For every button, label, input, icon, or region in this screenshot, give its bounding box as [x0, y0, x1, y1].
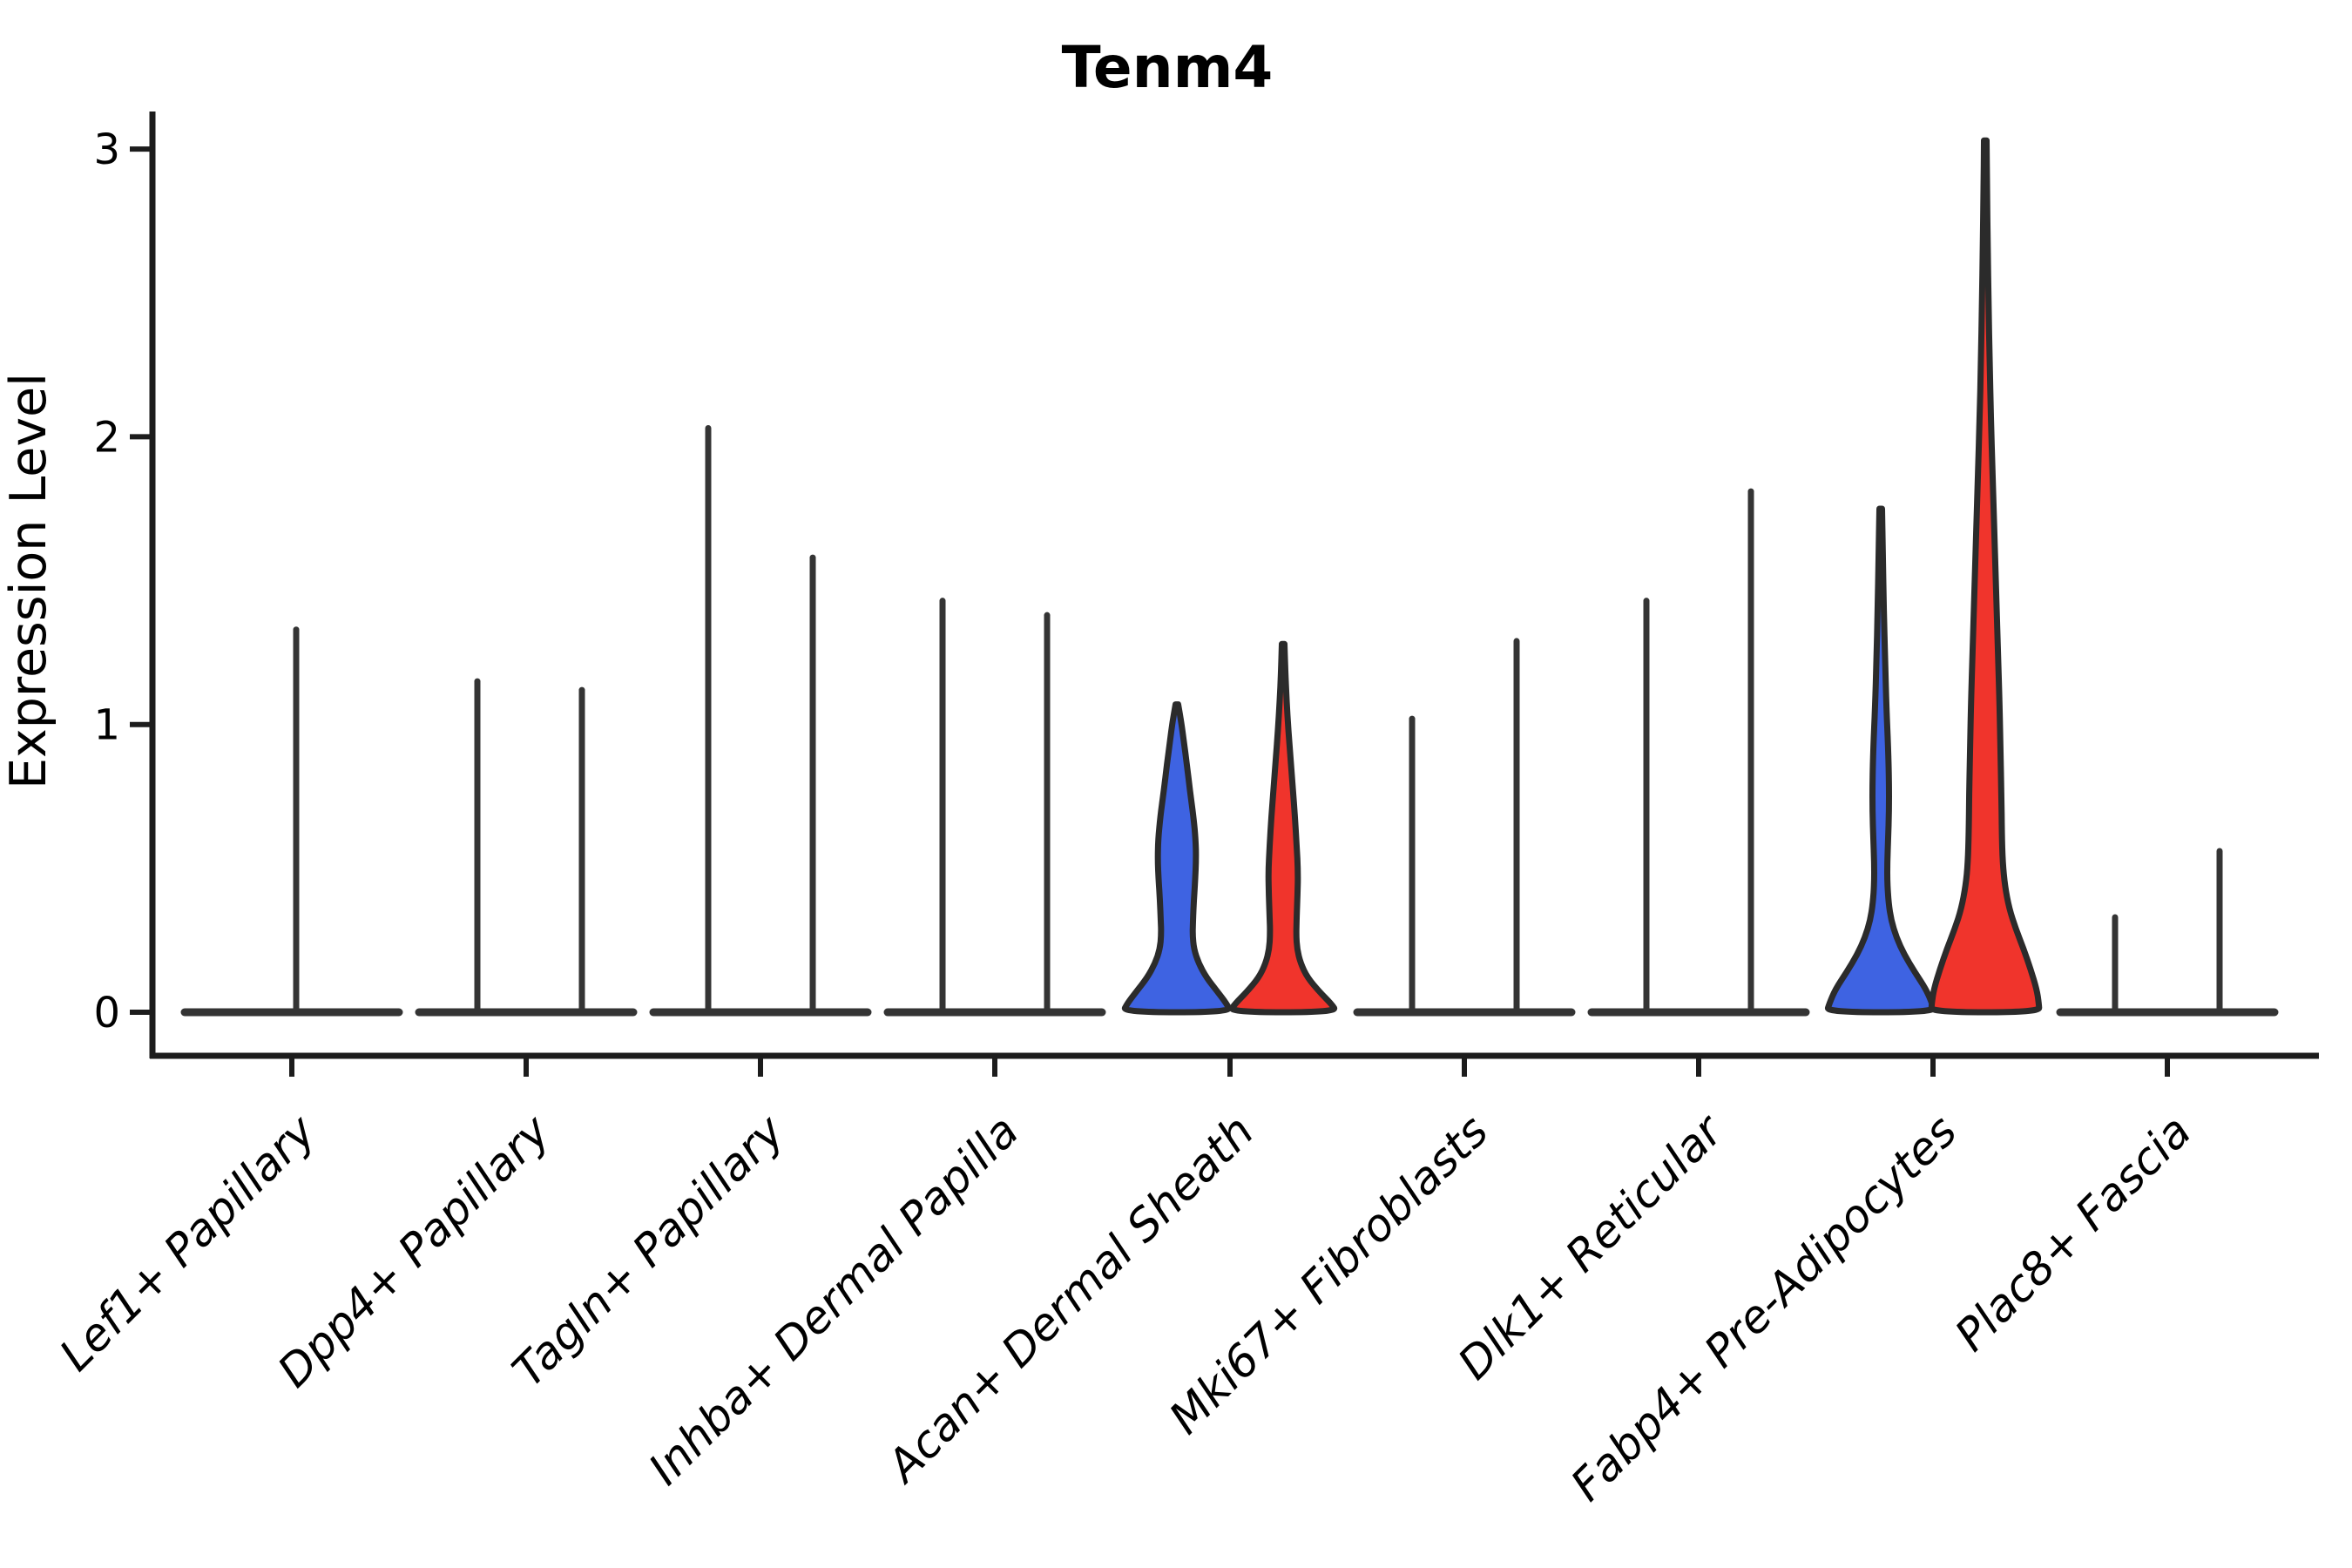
x-tick-label: Plac8+ Fascia	[1946, 1105, 2202, 1362]
x-tick-label-text: Inhba+ Dermal Papilla	[639, 1105, 1029, 1495]
y-tick-label: 3	[93, 125, 120, 174]
x-tick-label: Lef1+ Papillary	[51, 1105, 327, 1382]
plot-title: Tenm4	[1062, 34, 1274, 101]
x-tick-label-text: Fabp4+ Pre-Adipocytes	[1562, 1105, 1968, 1511]
violin-blue	[1121, 701, 1233, 1016]
violin-red	[1928, 137, 2043, 1016]
x-tick-label: Fabp4+ Pre-Adipocytes	[1562, 1105, 1968, 1511]
x-tick-label-text: Lef1+ Papillary	[51, 1105, 327, 1382]
violin-bodies	[293, 137, 2223, 1016]
x-tick-label-text: Plac8+ Fascia	[1946, 1105, 2202, 1362]
x-tick-label: Inhba+ Dermal Papilla	[639, 1105, 1029, 1495]
y-tick-label: 1	[93, 701, 120, 750]
violin-blue	[1824, 505, 1937, 1016]
y-tick-label: 2	[93, 413, 120, 462]
y-tick-label: 0	[93, 989, 120, 1037]
y-axis-label: Expression Level	[0, 373, 57, 789]
violin-red	[1228, 640, 1338, 1016]
axes: 0 1 2 3	[93, 112, 2319, 1077]
